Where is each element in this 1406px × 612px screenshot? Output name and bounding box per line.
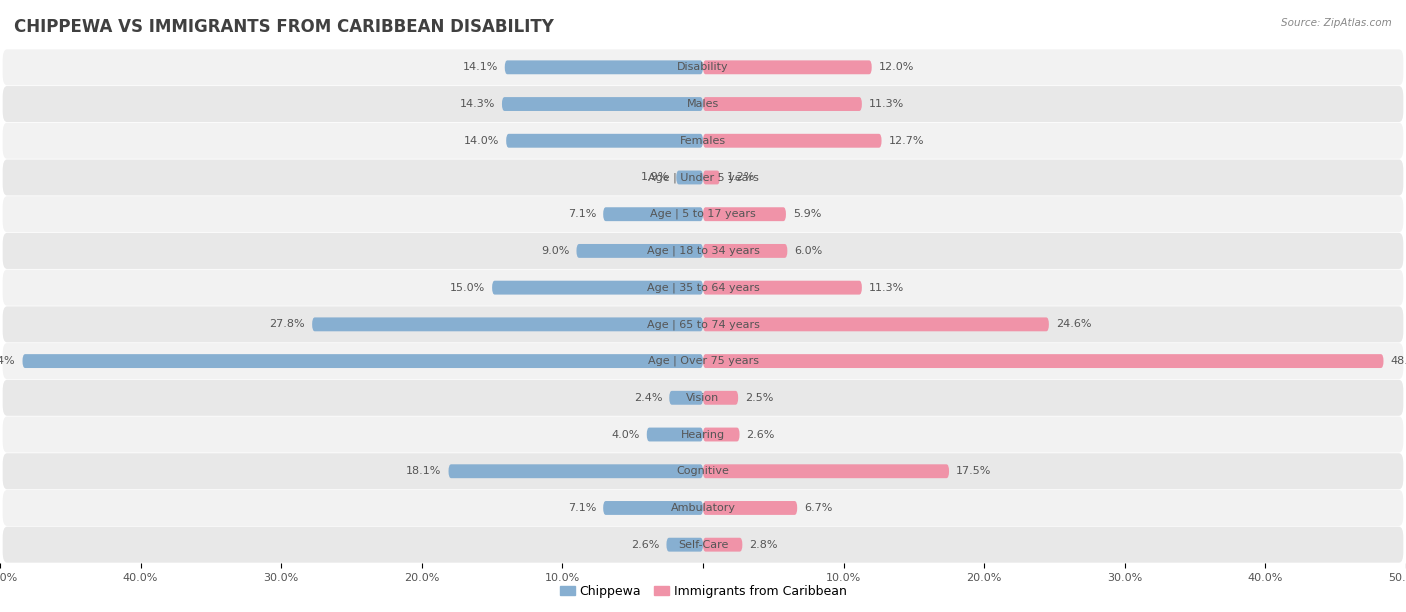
Text: Age | 5 to 17 years: Age | 5 to 17 years bbox=[650, 209, 756, 220]
Text: 4.0%: 4.0% bbox=[612, 430, 640, 439]
FancyBboxPatch shape bbox=[703, 428, 740, 441]
FancyBboxPatch shape bbox=[502, 97, 703, 111]
Text: 7.1%: 7.1% bbox=[568, 209, 596, 219]
FancyBboxPatch shape bbox=[703, 97, 862, 111]
FancyBboxPatch shape bbox=[647, 428, 703, 441]
Text: Vision: Vision bbox=[686, 393, 720, 403]
FancyBboxPatch shape bbox=[3, 490, 1403, 526]
FancyBboxPatch shape bbox=[703, 134, 882, 147]
FancyBboxPatch shape bbox=[669, 391, 703, 405]
FancyBboxPatch shape bbox=[603, 501, 703, 515]
Text: 48.4%: 48.4% bbox=[0, 356, 15, 366]
FancyBboxPatch shape bbox=[3, 233, 1403, 269]
FancyBboxPatch shape bbox=[576, 244, 703, 258]
Text: 6.7%: 6.7% bbox=[804, 503, 832, 513]
FancyBboxPatch shape bbox=[492, 281, 703, 294]
FancyBboxPatch shape bbox=[3, 307, 1403, 342]
Text: Disability: Disability bbox=[678, 62, 728, 72]
FancyBboxPatch shape bbox=[3, 527, 1403, 562]
FancyBboxPatch shape bbox=[703, 244, 787, 258]
Text: 11.3%: 11.3% bbox=[869, 283, 904, 293]
Text: 14.1%: 14.1% bbox=[463, 62, 498, 72]
FancyBboxPatch shape bbox=[703, 171, 720, 184]
FancyBboxPatch shape bbox=[3, 196, 1403, 232]
FancyBboxPatch shape bbox=[3, 343, 1403, 379]
FancyBboxPatch shape bbox=[703, 281, 862, 294]
Text: Age | Under 5 years: Age | Under 5 years bbox=[648, 172, 758, 183]
Text: 14.3%: 14.3% bbox=[460, 99, 495, 109]
FancyBboxPatch shape bbox=[703, 354, 1384, 368]
Text: 2.8%: 2.8% bbox=[749, 540, 778, 550]
Text: CHIPPEWA VS IMMIGRANTS FROM CARIBBEAN DISABILITY: CHIPPEWA VS IMMIGRANTS FROM CARIBBEAN DI… bbox=[14, 18, 554, 36]
FancyBboxPatch shape bbox=[3, 50, 1403, 85]
FancyBboxPatch shape bbox=[703, 465, 949, 478]
FancyBboxPatch shape bbox=[22, 354, 703, 368]
Text: 48.4%: 48.4% bbox=[1391, 356, 1406, 366]
FancyBboxPatch shape bbox=[703, 207, 786, 221]
FancyBboxPatch shape bbox=[703, 391, 738, 405]
FancyBboxPatch shape bbox=[703, 318, 1049, 331]
FancyBboxPatch shape bbox=[3, 453, 1403, 489]
FancyBboxPatch shape bbox=[666, 538, 703, 551]
Text: 12.0%: 12.0% bbox=[879, 62, 914, 72]
Text: 14.0%: 14.0% bbox=[464, 136, 499, 146]
Text: 2.6%: 2.6% bbox=[631, 540, 659, 550]
Text: 2.4%: 2.4% bbox=[634, 393, 662, 403]
Text: 27.8%: 27.8% bbox=[270, 319, 305, 329]
Text: 17.5%: 17.5% bbox=[956, 466, 991, 476]
Text: 9.0%: 9.0% bbox=[541, 246, 569, 256]
FancyBboxPatch shape bbox=[505, 61, 703, 74]
Text: Hearing: Hearing bbox=[681, 430, 725, 439]
Text: 2.6%: 2.6% bbox=[747, 430, 775, 439]
Text: Self-Care: Self-Care bbox=[678, 540, 728, 550]
Text: 12.7%: 12.7% bbox=[889, 136, 924, 146]
Text: 1.2%: 1.2% bbox=[727, 173, 755, 182]
Text: Source: ZipAtlas.com: Source: ZipAtlas.com bbox=[1281, 18, 1392, 28]
Text: Females: Females bbox=[681, 136, 725, 146]
FancyBboxPatch shape bbox=[676, 171, 703, 184]
Text: Age | 35 to 64 years: Age | 35 to 64 years bbox=[647, 282, 759, 293]
FancyBboxPatch shape bbox=[703, 538, 742, 551]
Text: 7.1%: 7.1% bbox=[568, 503, 596, 513]
FancyBboxPatch shape bbox=[703, 501, 797, 515]
Legend: Chippewa, Immigrants from Caribbean: Chippewa, Immigrants from Caribbean bbox=[554, 580, 852, 603]
FancyBboxPatch shape bbox=[3, 417, 1403, 452]
FancyBboxPatch shape bbox=[3, 123, 1403, 159]
Text: 5.9%: 5.9% bbox=[793, 209, 821, 219]
Text: Age | 65 to 74 years: Age | 65 to 74 years bbox=[647, 319, 759, 330]
FancyBboxPatch shape bbox=[3, 270, 1403, 305]
FancyBboxPatch shape bbox=[3, 380, 1403, 416]
FancyBboxPatch shape bbox=[506, 134, 703, 147]
Text: Cognitive: Cognitive bbox=[676, 466, 730, 476]
Text: Males: Males bbox=[688, 99, 718, 109]
FancyBboxPatch shape bbox=[312, 318, 703, 331]
FancyBboxPatch shape bbox=[603, 207, 703, 221]
Text: 15.0%: 15.0% bbox=[450, 283, 485, 293]
Text: 11.3%: 11.3% bbox=[869, 99, 904, 109]
Text: Age | Over 75 years: Age | Over 75 years bbox=[648, 356, 758, 367]
Text: 2.5%: 2.5% bbox=[745, 393, 773, 403]
FancyBboxPatch shape bbox=[3, 86, 1403, 122]
Text: Ambulatory: Ambulatory bbox=[671, 503, 735, 513]
FancyBboxPatch shape bbox=[449, 465, 703, 478]
Text: Age | 18 to 34 years: Age | 18 to 34 years bbox=[647, 245, 759, 256]
Text: 18.1%: 18.1% bbox=[406, 466, 441, 476]
FancyBboxPatch shape bbox=[3, 160, 1403, 195]
Text: 1.9%: 1.9% bbox=[641, 173, 669, 182]
Text: 24.6%: 24.6% bbox=[1056, 319, 1091, 329]
FancyBboxPatch shape bbox=[703, 61, 872, 74]
Text: 6.0%: 6.0% bbox=[794, 246, 823, 256]
